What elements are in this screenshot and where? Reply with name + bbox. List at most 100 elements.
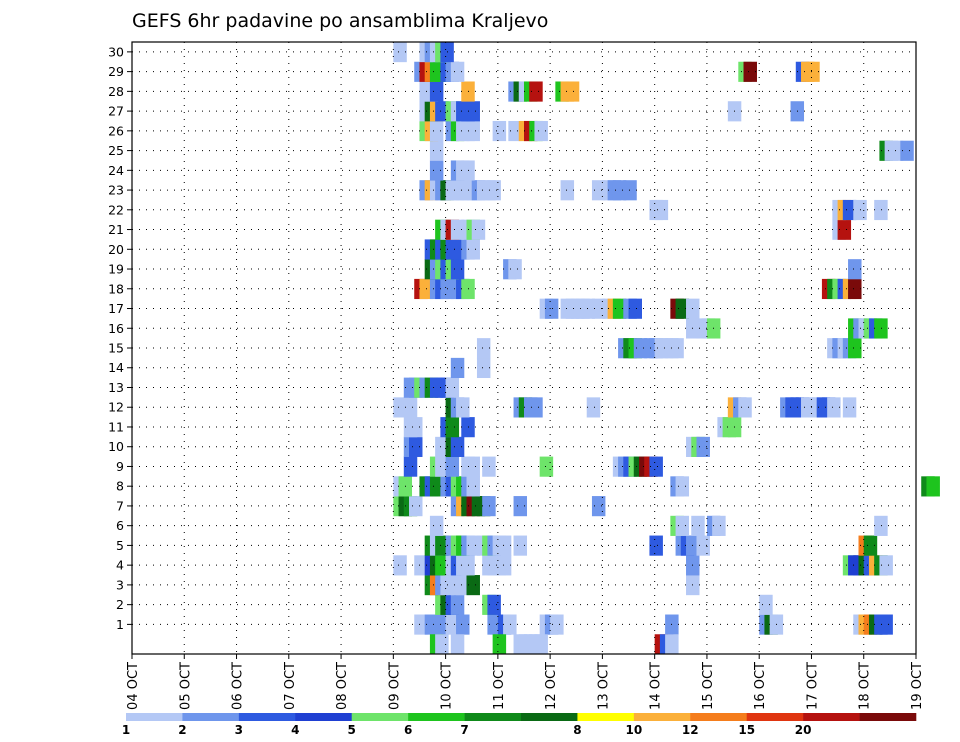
precip-cell [539,456,554,477]
x-tick-label: 18 OCT [858,662,873,710]
y-tick-label: 1 [116,617,124,632]
y-tick-label: 16 [108,321,124,336]
x-tick-label: 05 OCT [178,662,193,710]
y-tick-label: 2 [116,597,124,612]
precip-cell [874,318,888,339]
chart-title: GEFS 6hr padavine po ansamblima Kraljevo [132,10,548,32]
precip-cell [435,614,449,635]
precip-cell [409,436,423,457]
precip-cell [497,535,512,556]
colorbar-swatch [238,713,296,721]
colorbar-swatch [803,713,860,721]
precip-cell [429,140,444,161]
colorbar-label: 7 [460,723,468,737]
precip-cell [550,614,564,635]
colorbar-swatch [182,713,240,721]
precip-cell [435,101,449,122]
precip-cell [445,417,460,438]
precip-cell [665,634,679,655]
y-tick-label: 7 [116,498,124,513]
precip-cell [393,42,407,63]
precip-cell [471,219,486,240]
colorbar-label: 12 [682,723,699,737]
x-tick-label: 16 OCT [753,662,768,710]
y-tick-label: 18 [108,281,124,296]
precip-cell [889,140,904,161]
precip-cell [508,120,522,142]
precip-cell [691,515,705,536]
precip-cell [612,180,627,201]
x-tick-label: 04 OCT [126,662,141,710]
precip-cell [414,555,428,576]
precip-cell [429,476,444,497]
y-tick-label: 23 [108,183,124,198]
precip-cell [633,338,648,359]
precip-cell [445,456,460,477]
precip-cell [476,338,491,359]
precip-cell [560,180,575,201]
colorbar-swatch [746,713,804,721]
precip-cell [409,496,423,517]
precip-cell [466,575,480,596]
colorbar-label: 3 [235,723,243,737]
x-tick-label: 19 OCT [910,662,925,710]
precip-cell [450,357,465,379]
colorbar-label: 8 [573,723,581,737]
y-tick-label: 6 [116,518,124,533]
grid-lines [131,42,917,654]
precip-cell [863,535,878,556]
y-tick-label: 20 [108,242,124,257]
precip-cell [503,614,517,635]
precip-cell [759,594,773,615]
x-tick-label: 10 OCT [440,662,455,710]
precip-cell [466,456,480,477]
precip-cell [926,476,940,497]
x-tick-label: 06 OCT [231,662,246,710]
precip-cell [414,614,428,635]
precip-cell [435,535,449,556]
x-tick-label: 12 OCT [544,662,559,710]
precip-cell [649,535,663,556]
precip-cell [738,397,752,418]
precip-cell [424,614,439,635]
precip-cell [827,397,841,418]
precip-cell [565,81,580,102]
y-tick-label: 4 [116,558,124,573]
y-tick-label: 5 [116,538,124,553]
y-tick-label: 8 [116,479,124,494]
precip-cell [837,219,852,240]
x-tick-label: 08 OCT [335,662,350,710]
precip-cell [591,496,606,517]
x-tick-label: 13 OCT [596,662,611,710]
precip-cell [466,120,480,142]
x-tick-label: 14 OCT [649,662,664,710]
precip-cell [466,476,480,497]
precip-cell [806,61,820,82]
y-tick-label: 26 [108,123,124,138]
precip-cell [456,397,470,418]
colorbar-swatch [295,713,353,721]
precip-cell [487,180,501,201]
precip-cell [513,496,528,517]
precip-cell [874,199,888,221]
precip-cell [848,338,862,359]
precip-cell [445,614,460,635]
precip-cell [534,120,548,142]
precip-cell [586,397,601,418]
precip-cell [623,180,637,201]
x-tick-label: 09 OCT [387,662,402,710]
precip-cell [508,259,522,280]
precip-cell [900,140,914,161]
x-tick-label: 07 OCT [283,662,298,710]
colorbar-label: 5 [348,723,356,737]
precip-cell [848,259,862,280]
precip-cell [654,199,669,221]
precip-cell [581,298,595,319]
precip-cell [696,535,710,556]
y-tick-label: 14 [108,360,124,375]
colorbar-swatch [690,713,748,721]
precip-cell [466,239,480,260]
precip-cell [456,614,470,635]
colorbar-swatch [351,713,409,721]
